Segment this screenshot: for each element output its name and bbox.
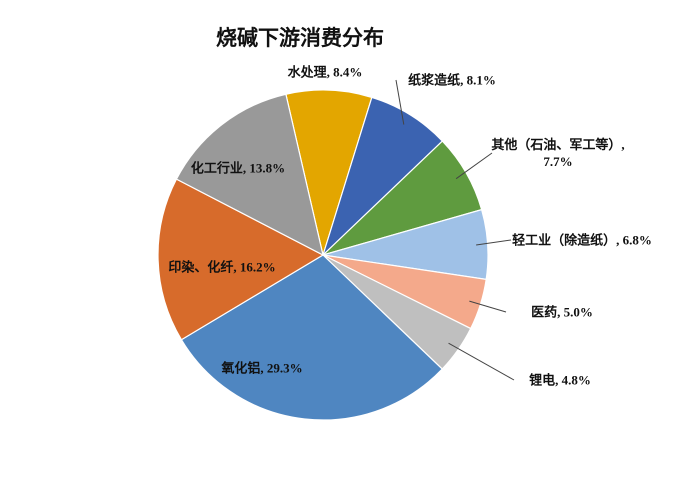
label-value: 6.8% <box>622 232 652 248</box>
label-category: 化工行业 <box>190 160 243 176</box>
pie-slice <box>285 89 373 258</box>
label-value: 8.4% <box>333 64 363 80</box>
chart-title: 烧碱下游消费分布 <box>216 26 384 50</box>
label-value: 7.7% <box>543 154 573 169</box>
label-value: 8.1% <box>466 72 496 88</box>
label-value: 5.0% <box>563 304 593 320</box>
leader-line <box>395 79 405 125</box>
leader-line <box>469 300 507 313</box>
label-category: 印染、化纤 <box>168 259 234 275</box>
leader-line <box>455 152 493 180</box>
pie-slice <box>157 178 325 341</box>
leader-line <box>476 239 512 246</box>
data-label: 化工行业, 13.8% <box>190 160 286 176</box>
data-label: 其他（石油、军工等）, 7.7% <box>491 137 625 169</box>
label-category: 水处理 <box>287 64 327 80</box>
label-category: 锂电 <box>529 372 556 388</box>
data-label: 纸浆造纸, 8.1% <box>408 72 496 88</box>
label-value: 29.3% <box>266 360 303 376</box>
data-label: 锂电, 4.8% <box>529 372 591 388</box>
label-value: 4.8% <box>561 372 591 388</box>
label-category: 纸浆造纸 <box>408 72 461 88</box>
data-label: 医药, 5.0% <box>531 304 593 320</box>
pie-slice <box>180 254 444 421</box>
data-label: 氧化铝, 29.3% <box>221 360 303 376</box>
label-category: 医药 <box>531 304 558 320</box>
data-label: 水处理, 8.4% <box>287 64 363 80</box>
label-category: 轻工业（除造纸） <box>512 232 617 248</box>
label-value: 16.2% <box>239 259 276 275</box>
leader-line <box>448 342 515 381</box>
pie-slice <box>175 93 324 257</box>
label-category: 氧化铝 <box>221 360 261 376</box>
data-label: 轻工业（除造纸）, 6.8% <box>512 232 652 248</box>
label-category: 其他（石油、军工等） <box>491 137 622 152</box>
label-value: 13.8% <box>249 160 286 176</box>
data-label: 印染、化纤, 16.2% <box>168 259 276 275</box>
